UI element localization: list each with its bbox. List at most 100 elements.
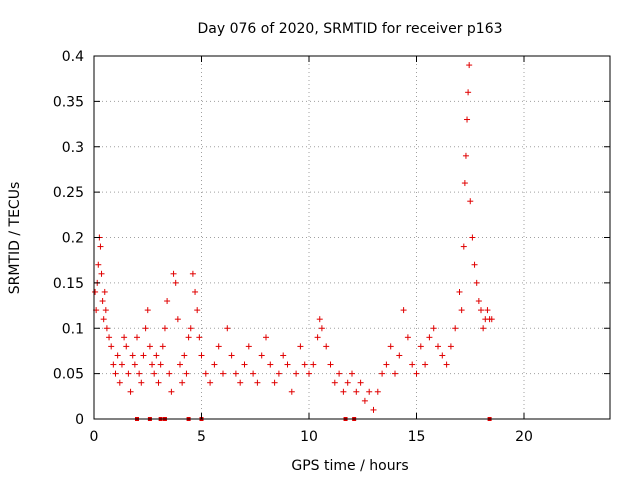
data-point bbox=[392, 370, 398, 377]
data-point bbox=[118, 361, 125, 368]
data-point bbox=[357, 379, 364, 386]
x-tick-labels: 0 5 10 15 20 bbox=[90, 429, 533, 445]
data-point bbox=[187, 325, 194, 332]
data-point bbox=[237, 379, 244, 386]
y-tick-label: 0.3 bbox=[62, 140, 84, 156]
data-point bbox=[99, 298, 106, 305]
data-point bbox=[271, 379, 278, 386]
data-point bbox=[387, 343, 394, 350]
data-point bbox=[297, 343, 304, 350]
data-point bbox=[417, 343, 424, 350]
data-point bbox=[177, 361, 183, 368]
data-point bbox=[467, 198, 474, 205]
data-point bbox=[134, 334, 140, 341]
data-point bbox=[349, 370, 355, 377]
data-point bbox=[161, 325, 168, 332]
data-point bbox=[430, 325, 437, 332]
data-point bbox=[123, 343, 130, 350]
data-point bbox=[396, 352, 403, 359]
data-point bbox=[460, 243, 467, 250]
data-point bbox=[280, 352, 287, 359]
data-point bbox=[475, 298, 482, 305]
data-point bbox=[435, 343, 441, 350]
data-point bbox=[140, 352, 147, 359]
data-point bbox=[155, 379, 162, 386]
data-point bbox=[202, 370, 209, 377]
data-point bbox=[103, 325, 110, 332]
data-point bbox=[469, 234, 476, 241]
data-point bbox=[164, 298, 171, 305]
data-point bbox=[306, 370, 312, 377]
x-tick-label: 15 bbox=[408, 429, 426, 445]
data-point bbox=[340, 388, 347, 395]
y-tick-labels: 0 0.05 0.1 0.15 0.2 0.25 0.3 0.35 0.4 bbox=[53, 49, 84, 428]
data-point bbox=[383, 361, 390, 368]
data-point bbox=[314, 334, 321, 341]
data-point bbox=[267, 361, 274, 368]
data-point bbox=[462, 152, 469, 159]
data-point bbox=[400, 307, 407, 314]
data-point bbox=[471, 261, 478, 268]
data-point bbox=[172, 279, 179, 286]
data-point bbox=[366, 388, 373, 395]
data-point bbox=[275, 370, 282, 377]
data-point bbox=[254, 379, 261, 386]
data-point bbox=[316, 316, 323, 323]
data-point bbox=[106, 334, 113, 341]
data-point bbox=[149, 361, 156, 368]
data-point bbox=[179, 379, 186, 386]
data-point bbox=[153, 352, 160, 359]
data-point bbox=[439, 352, 446, 359]
y-tick-label: 0 bbox=[75, 412, 84, 428]
data-point bbox=[157, 361, 164, 368]
data-point bbox=[232, 370, 239, 377]
data-point bbox=[228, 352, 235, 359]
x-axis-label: GPS time / hours bbox=[291, 458, 408, 474]
data-point bbox=[245, 343, 252, 350]
data-point bbox=[142, 325, 149, 332]
data-point bbox=[92, 288, 99, 295]
data-point bbox=[293, 370, 300, 377]
data-point bbox=[488, 316, 495, 323]
y-axis-label: SRMTID / TECUs bbox=[7, 182, 23, 295]
x-tick-label: 0 bbox=[90, 429, 99, 445]
data-point bbox=[174, 316, 181, 323]
data-point bbox=[241, 361, 248, 368]
data-point bbox=[125, 370, 132, 377]
data-point bbox=[189, 270, 196, 277]
data-point bbox=[194, 307, 201, 314]
y-tick-label: 0.25 bbox=[53, 185, 84, 201]
data-point bbox=[478, 307, 484, 314]
data-point bbox=[151, 370, 158, 377]
y-tick-label: 0.1 bbox=[62, 321, 84, 337]
data-point bbox=[464, 116, 471, 123]
data-point bbox=[456, 288, 463, 295]
data-point bbox=[183, 370, 190, 377]
data-point bbox=[131, 361, 138, 368]
data-point bbox=[361, 397, 368, 404]
data-point bbox=[116, 379, 123, 386]
y-tick-label: 0.05 bbox=[53, 367, 84, 383]
data-point bbox=[198, 352, 205, 359]
data-point bbox=[310, 361, 317, 368]
data-point bbox=[327, 361, 334, 368]
grid-lines bbox=[94, 56, 610, 419]
data-point bbox=[100, 316, 107, 323]
x-tick-label: 10 bbox=[300, 429, 318, 445]
data-point bbox=[144, 307, 151, 314]
data-point bbox=[97, 243, 104, 250]
data-point bbox=[166, 370, 173, 377]
data-point bbox=[379, 370, 386, 377]
data-point bbox=[258, 352, 265, 359]
data-point bbox=[263, 334, 269, 341]
data-point bbox=[284, 361, 291, 368]
data-point bbox=[114, 352, 121, 359]
data-points bbox=[92, 62, 495, 421]
data-point bbox=[353, 388, 360, 395]
axis-ticks bbox=[93, 55, 610, 420]
data-point bbox=[138, 379, 145, 386]
data-point bbox=[422, 361, 429, 368]
data-point bbox=[426, 334, 433, 341]
data-point bbox=[215, 343, 222, 350]
